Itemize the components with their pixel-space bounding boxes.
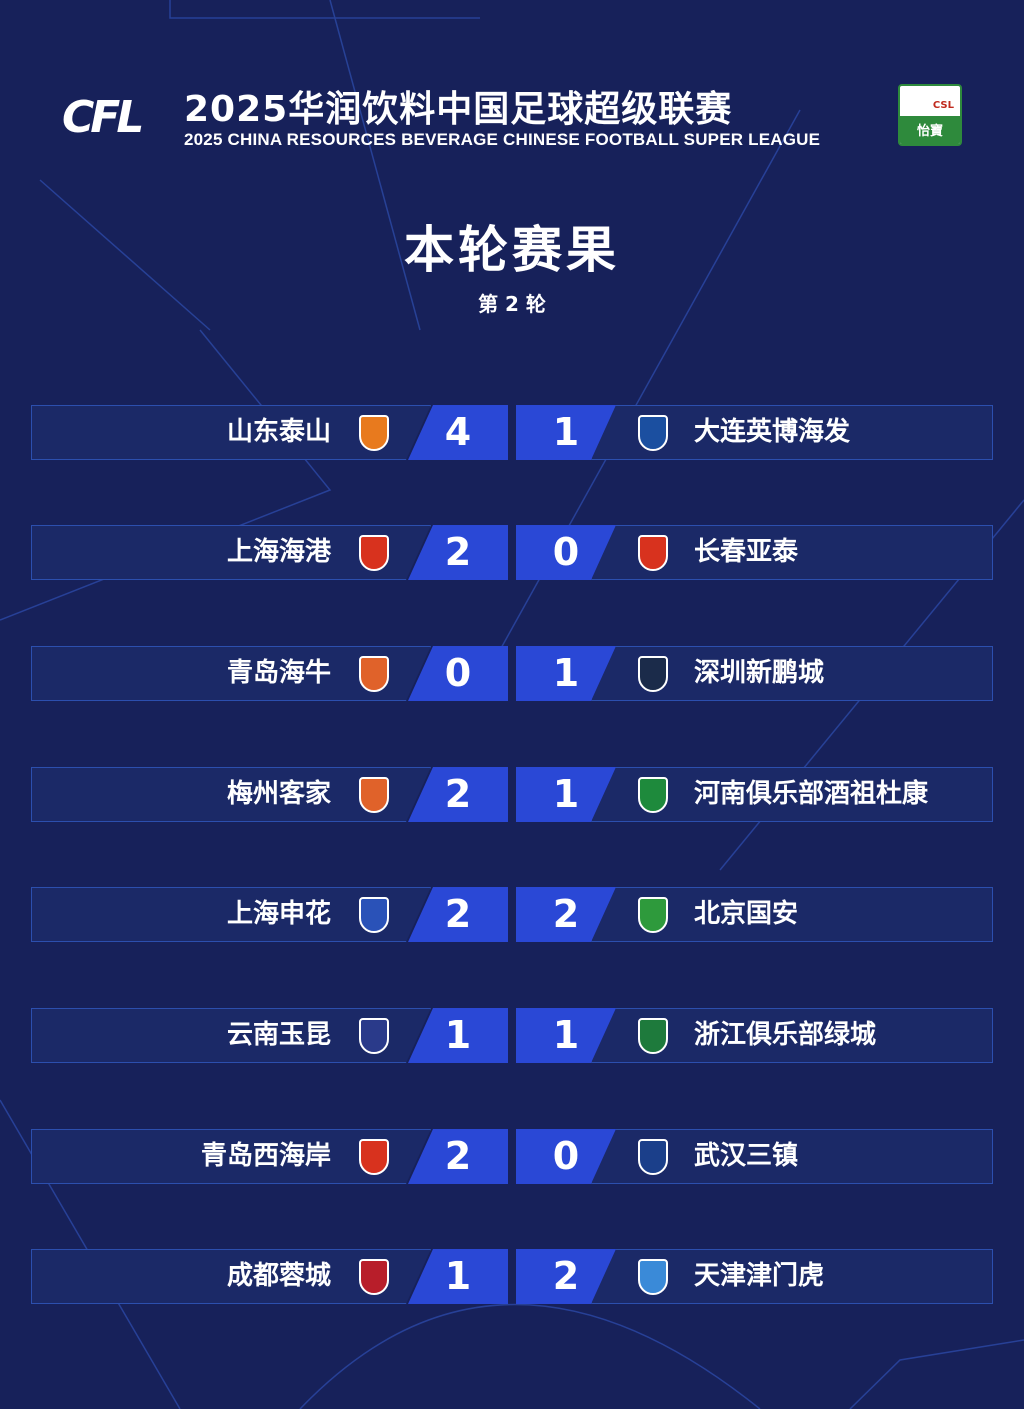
away-team-crest-icon bbox=[638, 1259, 668, 1295]
away-team-crest-icon bbox=[638, 535, 668, 571]
home-team-name: 青岛海牛 bbox=[226, 658, 331, 688]
home-score: 4 bbox=[408, 405, 508, 460]
match-row: 上海申花 2 2 北京国安 bbox=[31, 887, 993, 942]
home-team-name: 青岛西海岸 bbox=[200, 1141, 331, 1171]
away-team-name: 天津津门虎 bbox=[694, 1261, 825, 1291]
away-team-name: 河南俱乐部酒祖杜康 bbox=[694, 779, 929, 809]
page-title: 本轮赛果 bbox=[404, 221, 620, 279]
away-team-name: 大连英博海发 bbox=[694, 417, 851, 447]
home-team-name: 上海申花 bbox=[226, 899, 331, 929]
round-label: 第 2 轮 bbox=[478, 292, 546, 316]
away-team-crest-icon bbox=[638, 1018, 668, 1054]
match-row: 成都蓉城 1 2 天津津门虎 bbox=[31, 1249, 993, 1304]
home-team-name: 梅州客家 bbox=[226, 779, 331, 809]
away-score: 2 bbox=[516, 1249, 616, 1304]
away-panel bbox=[591, 767, 993, 822]
home-team-crest-icon bbox=[359, 777, 389, 813]
match-row: 青岛西海岸 2 0 武汉三镇 bbox=[31, 1129, 993, 1184]
home-team-crest-icon bbox=[359, 535, 389, 571]
away-score: 0 bbox=[516, 525, 616, 580]
away-team-name: 武汉三镇 bbox=[694, 1141, 799, 1171]
away-score: 1 bbox=[516, 767, 616, 822]
away-team-crest-icon bbox=[638, 777, 668, 813]
home-team-crest-icon bbox=[359, 656, 389, 692]
csl-sponsor-logo: CSL 怡寶 bbox=[898, 84, 962, 146]
away-team-name: 长春亚泰 bbox=[694, 537, 799, 567]
away-team-name: 浙江俱乐部绿城 bbox=[694, 1020, 877, 1050]
home-team-name: 山东泰山 bbox=[226, 417, 331, 447]
away-team-crest-icon bbox=[638, 1139, 668, 1175]
home-team-crest-icon bbox=[359, 415, 389, 451]
home-team-name: 成都蓉城 bbox=[226, 1261, 331, 1291]
away-team-crest-icon bbox=[638, 897, 668, 933]
home-team-crest-icon bbox=[359, 1018, 389, 1054]
home-team-name: 上海海港 bbox=[226, 537, 331, 567]
match-row: 山东泰山 4 1 大连英博海发 bbox=[31, 405, 993, 460]
home-team-crest-icon bbox=[359, 1139, 389, 1175]
home-team-name: 云南玉昆 bbox=[226, 1020, 331, 1050]
away-team-crest-icon bbox=[638, 415, 668, 451]
match-row: 梅州客家 2 1 河南俱乐部酒祖杜康 bbox=[31, 767, 993, 822]
match-row: 云南玉昆 1 1 浙江俱乐部绿城 bbox=[31, 1008, 993, 1063]
away-team-crest-icon bbox=[638, 656, 668, 692]
away-score: 2 bbox=[516, 887, 616, 942]
cfl-logo: CFL bbox=[62, 92, 144, 143]
match-row: 上海海港 2 0 长春亚泰 bbox=[31, 525, 993, 580]
away-team-name: 北京国安 bbox=[694, 899, 799, 929]
league-title-cn: 2025华润饮料中国足球超级联赛 bbox=[184, 89, 733, 130]
home-team-crest-icon bbox=[359, 1259, 389, 1295]
league-title-en: 2025 CHINA RESOURCES BEVERAGE CHINESE FO… bbox=[184, 130, 821, 149]
header: CFL 2025华润饮料中国足球超级联赛 2025 CHINA RESOURCE… bbox=[0, 78, 1024, 158]
match-row: 青岛海牛 0 1 深圳新鹏城 bbox=[31, 646, 993, 701]
home-team-crest-icon bbox=[359, 897, 389, 933]
away-team-name: 深圳新鹏城 bbox=[694, 658, 825, 688]
